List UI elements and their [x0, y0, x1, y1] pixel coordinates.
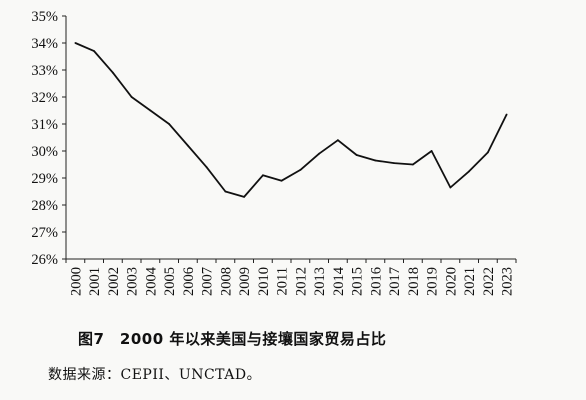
x-tick-label: 2003 — [125, 267, 141, 296]
data-point — [149, 109, 152, 112]
x-tick-label: 2015 — [350, 267, 366, 296]
x-tick-label: 2016 — [368, 267, 384, 296]
data-point — [243, 196, 246, 198]
x-tick-label: 2022 — [481, 267, 497, 296]
x-tick-label: 2005 — [162, 267, 178, 296]
x-tick-label: 2017 — [387, 267, 403, 296]
data-point — [205, 166, 208, 169]
data-source-note: 数据来源：CEPII、UNCTAD。 — [48, 367, 262, 383]
y-tick-label: 27% — [31, 225, 58, 241]
data-point — [168, 123, 171, 125]
x-tick-label: 2009 — [237, 267, 253, 296]
data-point — [93, 50, 96, 52]
x-tick-label: 2012 — [293, 267, 309, 296]
data-point — [224, 190, 227, 193]
data-point — [130, 96, 133, 98]
x-tick-label: 2001 — [87, 267, 103, 296]
x-tick-label: 2004 — [143, 266, 159, 296]
line-chart: 26%27%28%29%30%31%32%33%34%35% 2000 2001 2… — [31, 9, 517, 296]
data-point — [374, 159, 377, 162]
x-tick-label: 2021 — [462, 267, 478, 296]
y-tick-label: 34% — [31, 36, 58, 52]
x-tick-label: 2002 — [106, 267, 122, 296]
data-point — [299, 169, 302, 171]
x-tick-label: 2019 — [425, 267, 441, 296]
x-axis: 2000 2001 2002 2003 2004 2005 2006 2007 2008 2009… — [65, 258, 517, 296]
data-point — [411, 163, 414, 166]
y-tick-label: 29% — [31, 171, 58, 187]
series — [74, 42, 508, 198]
x-tick-label: 2020 — [443, 267, 459, 296]
data-point — [505, 113, 508, 116]
y-tick-label: 28% — [31, 198, 58, 214]
x-tick-label: 2008 — [218, 267, 234, 296]
data-point — [186, 144, 189, 147]
data-point — [393, 162, 396, 165]
y-axis: 26% 27% 28% 29% 30% 31% 32% 33% 34% 35% — [31, 9, 67, 268]
x-tick-label: 2023 — [500, 267, 516, 296]
x-tick-label: 2000 — [68, 267, 84, 296]
y-tick-label: 31% — [31, 117, 58, 133]
series-line — [75, 42, 508, 198]
x-tick-label: 2006 — [181, 267, 197, 296]
data-point — [486, 151, 489, 154]
x-tick-label: 2018 — [406, 267, 422, 296]
y-tick-label: 32% — [31, 90, 58, 106]
y-tick-label: 35% — [31, 9, 58, 25]
x-tick-label: 2014 — [331, 266, 347, 296]
data-point — [336, 139, 339, 142]
data-point — [318, 152, 321, 155]
y-tick-label: 33% — [31, 63, 58, 79]
data-point — [111, 71, 114, 74]
data-point — [430, 150, 433, 152]
data-point — [261, 174, 264, 177]
data-point — [449, 186, 452, 189]
data-point — [355, 154, 358, 156]
x-tick-label: 2011 — [275, 267, 291, 295]
data-point — [280, 179, 283, 182]
data-point — [468, 170, 471, 173]
x-tick-label: 2013 — [312, 267, 328, 296]
y-tick-label: 30% — [31, 144, 58, 160]
data-point — [74, 42, 77, 44]
figure-caption: 图7 2000 年以来美国与接壤国家贸易占比 — [78, 330, 387, 348]
x-tick-label: 2007 — [200, 267, 216, 296]
y-tick-label: 26% — [31, 252, 58, 268]
x-tick-label: 2010 — [256, 267, 272, 296]
